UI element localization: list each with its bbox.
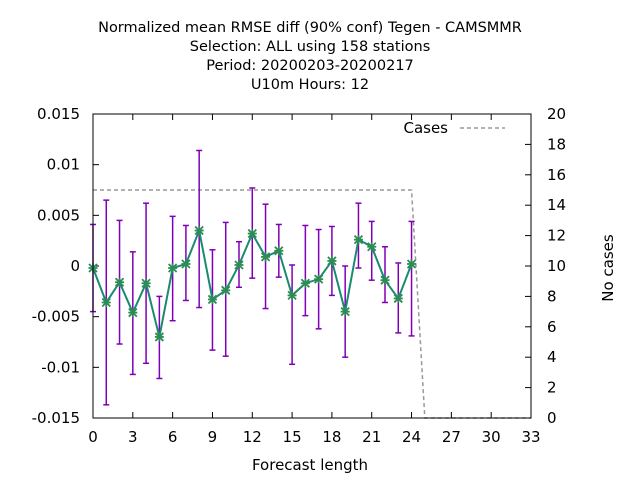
- data-point: [167, 263, 178, 273]
- title-line-2: Selection: ALL using 158 stations: [190, 39, 431, 55]
- y2-tick-label: 2: [547, 379, 557, 397]
- data-point: [393, 293, 403, 304]
- data-point: [367, 242, 377, 252]
- y2-tick-label: 20: [547, 105, 566, 123]
- y-tick-label: -0.005: [32, 308, 80, 326]
- x-tick-label: 6: [168, 428, 178, 446]
- y-tick-label: -0.015: [32, 409, 80, 427]
- tick-labels: 0 3 6 9 12 15 18 21 24 27 30 33-0.015-0.01-0.00500.…: [32, 105, 566, 446]
- x-tick-label: 30: [482, 428, 501, 446]
- data-point: [221, 285, 231, 295]
- title-line-1: Normalized mean RMSE diff (90% conf) Teg…: [98, 20, 522, 36]
- data-point: [141, 278, 151, 288]
- y-tick-label: 0.015: [37, 105, 80, 123]
- y-tick-label: 0.01: [47, 156, 80, 174]
- data-point: [154, 332, 165, 342]
- y2-tick-label: 6: [547, 318, 557, 336]
- legend: Cases: [403, 119, 505, 137]
- x-tick-label: 12: [243, 428, 262, 446]
- title-line-3: Period: 20200203-20200217: [206, 58, 414, 74]
- x-axis-label: Forecast length: [252, 456, 368, 474]
- y2-tick-label: 12: [547, 227, 566, 245]
- y2-tick-label: 0: [547, 409, 557, 427]
- x-tick-label: 27: [442, 428, 461, 446]
- chart-title: Normalized mean RMSE diff (90% conf) Teg…: [98, 20, 522, 93]
- x-tick-label: 18: [322, 428, 341, 446]
- y-tick-label: 0.005: [37, 206, 80, 224]
- data-point: [101, 297, 111, 308]
- data-point: [247, 228, 257, 239]
- data-point: [287, 290, 297, 301]
- y2-axis-label: No cases: [599, 234, 617, 302]
- y-tick-label: 0: [70, 257, 80, 275]
- data-point: [380, 275, 390, 285]
- data-point: [207, 294, 218, 305]
- data-point: [114, 277, 125, 287]
- x-tick-label: 0: [88, 428, 98, 446]
- title-line-4: U10m Hours: 12: [251, 77, 369, 93]
- error-bars: [90, 149, 415, 406]
- data-point: [128, 307, 138, 318]
- data-point: [327, 256, 337, 266]
- data-point: [234, 260, 244, 270]
- data-point: [406, 259, 417, 269]
- x-tick-label: 21: [362, 428, 381, 446]
- data-point: [353, 235, 364, 245]
- y2-tick-label: 18: [547, 135, 566, 153]
- data-point: [300, 278, 311, 288]
- y-tick-label: -0.01: [41, 358, 80, 376]
- data-point: [194, 225, 204, 236]
- y2-tick-label: 10: [547, 257, 566, 275]
- y2-tick-label: 4: [547, 348, 557, 366]
- x-tick-label: 3: [128, 428, 138, 446]
- data-point: [313, 274, 324, 284]
- data-point: [274, 246, 284, 256]
- data-point: [260, 252, 271, 262]
- data-point: [340, 306, 350, 317]
- x-tick-label: 15: [283, 428, 302, 446]
- x-tick-label: 24: [402, 428, 421, 446]
- data-point: [181, 259, 191, 269]
- y2-tick-label: 8: [547, 287, 557, 305]
- plot-frame: [92, 113, 532, 419]
- y2-tick-label: 16: [547, 166, 566, 184]
- legend-label: Cases: [403, 119, 448, 137]
- x-tick-label: 9: [208, 428, 218, 446]
- x-tick-label: 33: [521, 428, 540, 446]
- y2-tick-label: 14: [547, 196, 566, 214]
